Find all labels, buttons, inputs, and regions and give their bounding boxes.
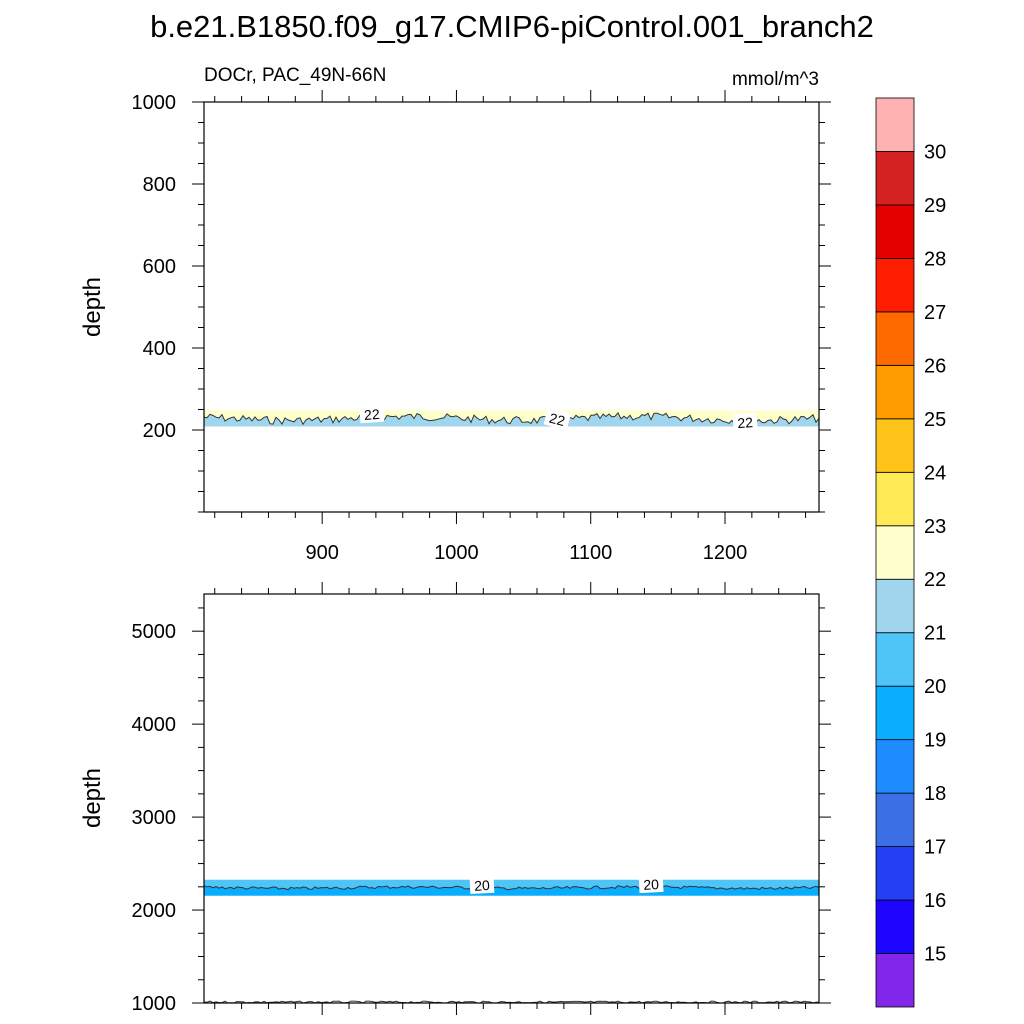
contour-label-text: 22 (364, 406, 381, 423)
upper-fill-regions (204, 410, 819, 427)
lower-plot-frame (203, 593, 820, 1004)
contour-label-text: 20 (474, 877, 491, 894)
contour-label: 22 (732, 412, 758, 432)
colorbar-swatch (875, 846, 915, 901)
colorbar-label: 18 (924, 783, 946, 805)
colorbar-swatch (875, 204, 915, 259)
colorbar-swatch (875, 685, 915, 741)
y-tick-label: 200 (143, 420, 176, 442)
y-tick-label: 3000 (132, 807, 177, 829)
upper-y-axis-label: depth (79, 277, 106, 337)
colorbar-label: 26 (924, 355, 946, 377)
colorbar-swatch (875, 258, 915, 313)
upper-plot-frame (203, 101, 820, 513)
lower-fill-regions (204, 879, 819, 896)
colorbar-swatch (875, 311, 915, 366)
upper-panel: DOCr, PAC_49N-66N mmol/m^3 22 22 22 900 100… (79, 65, 831, 564)
figure-title: b.e21.B1850.f09_g17.CMIP6-piControl.001_… (150, 9, 874, 44)
colorbar-label: 20 (924, 676, 946, 698)
lower-y-axis-label: depth (79, 768, 106, 828)
upper-contour-labels: 22 22 22 (359, 404, 758, 432)
y-tick-label: 5000 (132, 621, 177, 643)
upper-ticks: 900 1000 1100 1200 200 400 600 800 1000 (132, 90, 831, 564)
y-tick-label: 1000 (132, 92, 177, 114)
y-tick-label: 2000 (132, 900, 177, 922)
colorbar-swatch (875, 578, 915, 634)
colorbar-label: 16 (924, 890, 946, 912)
lower-ticks: 1000 2000 3000 4000 5000 (132, 582, 831, 1015)
y-tick-label: 4000 (132, 714, 177, 736)
units-label: mmol/m^3 (732, 69, 819, 90)
colorbar-label: 17 (924, 837, 946, 859)
contour-label-bg (732, 412, 758, 432)
contour-label-text: 20 (643, 876, 660, 893)
x-tick-label: 1100 (569, 542, 612, 564)
colorbar-swatch (875, 525, 915, 580)
colorbar-swatch (875, 792, 915, 847)
contour-label-bg (469, 875, 495, 895)
colorbar-label: 25 (924, 409, 946, 431)
colorbar-swatch (875, 97, 915, 152)
colorbar-swatch (875, 899, 915, 954)
contour-label: 22 (543, 407, 571, 431)
colorbar-swatch (875, 739, 915, 794)
colorbar-label: 22 (924, 569, 946, 591)
colorbar-label: 21 (924, 623, 946, 645)
colorbar-label: 29 (924, 195, 946, 217)
lower-contour-labels: 20 20 (469, 874, 664, 895)
contour-label: 20 (638, 874, 664, 894)
contour-fill-lower (204, 412, 819, 427)
y-tick-label: 800 (143, 174, 176, 196)
colorbar-label: 28 (924, 248, 946, 270)
contour-label-bg (543, 407, 571, 431)
x-tick-label: 1000 (434, 542, 479, 564)
colorbar-label: 23 (924, 516, 946, 538)
colorbar-swatch (875, 364, 915, 420)
colorbar-swatch (875, 471, 915, 527)
colorbar-swatch (875, 418, 915, 473)
x-tick-label: 1200 (703, 542, 748, 564)
y-tick-label: 600 (143, 256, 176, 278)
colorbar: 15 16 17 18 19 20 21 22 23 24 25 26 27 28 29 30 (875, 97, 946, 1008)
upper-panel-label: DOCr, PAC_49N-66N (204, 65, 386, 86)
contour-label-bg (638, 874, 664, 894)
colorbar-label: 30 (924, 141, 946, 163)
contour-label: 20 (469, 875, 495, 895)
colorbar-label: 24 (924, 462, 946, 484)
contour-label-text: 22 (737, 414, 754, 431)
colorbar-swatch (875, 151, 915, 206)
colorbar-swatch (875, 632, 915, 687)
y-tick-label: 400 (143, 338, 176, 360)
colorbar-swatch (875, 953, 915, 1008)
colorbar-label: 15 (924, 944, 946, 966)
contour-line-20 (203, 885, 820, 891)
contour-label-text: 22 (548, 410, 567, 429)
contour-fill-lower (204, 885, 819, 896)
colorbar-label: 27 (924, 302, 946, 324)
x-tick-label: 900 (305, 542, 338, 564)
contour-label: 22 (359, 404, 385, 424)
contour-fill-upper (204, 410, 819, 425)
y-tick-label: 1000 (132, 993, 177, 1015)
contour-fill-upper (204, 879, 819, 890)
colorbar-label: 19 (924, 730, 946, 752)
contour-label-bg (359, 404, 385, 424)
contour-line-22 (203, 412, 820, 426)
